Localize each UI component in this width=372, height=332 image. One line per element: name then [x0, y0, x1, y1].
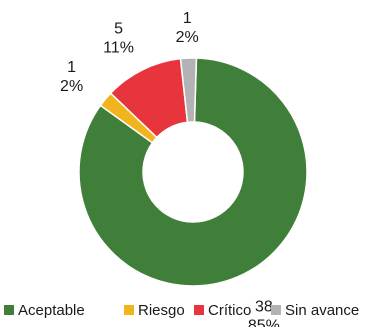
slice-sin-avance	[179, 57, 198, 124]
slice-count-label-aceptable: 38	[255, 298, 273, 315]
slice-percent-label-sin-avance: 2%	[176, 29, 199, 46]
slice-count-label-critico: 5	[114, 21, 123, 38]
legend-swatch-aceptable	[4, 305, 14, 315]
slice-count-label-riesgo: 1	[67, 59, 76, 76]
donut-slices	[78, 57, 308, 287]
legend: Aceptable Riesgo Crítico Sin avance	[4, 302, 359, 319]
slice-aceptable	[78, 57, 308, 287]
slice-count-label-sin-avance: 1	[183, 10, 192, 27]
slice-labels: 38 85% 1 2% 5 11% 1 2%	[60, 10, 280, 332]
legend-label-critico: Crítico	[208, 302, 251, 319]
legend-label-sin-avance: Sin avance	[285, 302, 359, 319]
legend-swatch-critico	[194, 305, 204, 315]
legend-swatch-sin-avance	[271, 305, 281, 315]
legend-swatch-riesgo	[124, 305, 134, 315]
slice-percent-label-critico: 11%	[103, 40, 134, 57]
slice-percent-label-aceptable: 85%	[248, 317, 280, 327]
slice-percent-label-riesgo: 2%	[60, 78, 83, 95]
legend-label-aceptable: Aceptable	[18, 302, 85, 319]
legend-label-riesgo: Riesgo	[138, 302, 185, 319]
